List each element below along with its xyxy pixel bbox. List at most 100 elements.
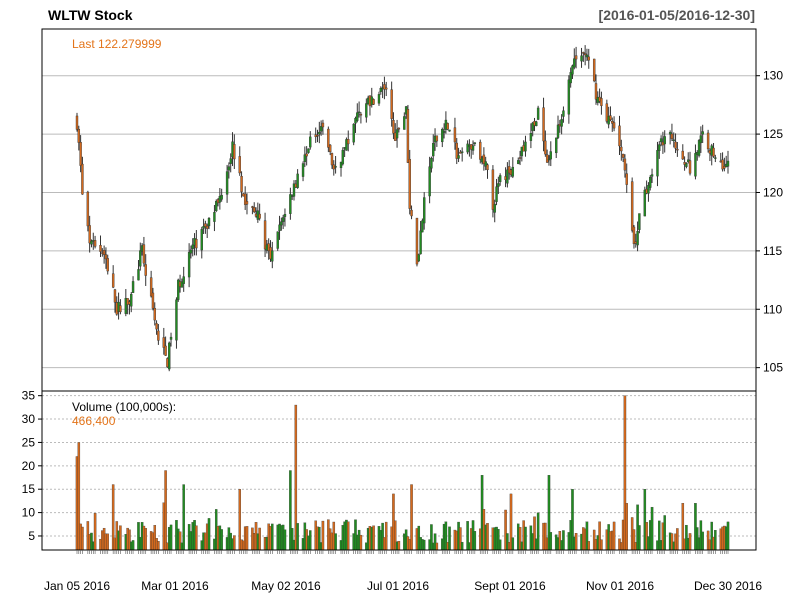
- candle-body: [319, 126, 323, 132]
- volume-bar: [93, 513, 97, 551]
- volume-bar: [271, 523, 274, 551]
- candle-body: [88, 225, 91, 244]
- candle-body: [649, 176, 652, 188]
- candle-body: [155, 323, 158, 330]
- candle-body: [352, 123, 355, 143]
- volume-gridlines: [42, 395, 756, 537]
- candle-body: [318, 131, 321, 135]
- candle-body: [620, 146, 623, 152]
- candle-body: [419, 230, 422, 255]
- volume-bar: [663, 515, 666, 551]
- candle-body: [638, 213, 641, 230]
- candle-body: [594, 83, 598, 100]
- candle-body: [187, 251, 191, 278]
- volume-bar: [612, 521, 616, 551]
- candle-body: [263, 220, 267, 250]
- candle-body: [86, 191, 90, 227]
- candle-body: [289, 194, 292, 214]
- candle-body: [430, 158, 433, 169]
- candle-body: [303, 154, 307, 162]
- volume-tick-label: 35: [22, 389, 36, 403]
- volume-bar: [245, 526, 249, 551]
- volume-y-axis: 5 10 15 20 25 30 35: [22, 389, 42, 543]
- volume-panel-frame: [41, 390, 757, 551]
- candle-body: [77, 128, 81, 143]
- candle-body: [330, 153, 334, 166]
- candle-body: [567, 79, 571, 115]
- chart-title: WLTW Stock: [48, 7, 133, 23]
- candle-body: [556, 124, 560, 138]
- candle-body: [536, 107, 540, 120]
- volume-bar: [448, 526, 451, 551]
- candle-body: [296, 173, 299, 188]
- x-tick-label: Sept 01 2016: [474, 579, 546, 593]
- last-price-value: 122.279999: [98, 37, 162, 51]
- price-tick-label: 130: [763, 69, 783, 83]
- candle-body: [482, 154, 486, 164]
- volume-bar: [562, 530, 565, 551]
- volume-bar: [549, 532, 553, 551]
- volume-bar: [334, 533, 337, 551]
- candle-body: [341, 149, 345, 165]
- volume-bar: [625, 503, 628, 551]
- candle-body: [276, 231, 279, 249]
- candle-body: [169, 336, 173, 340]
- x-tick-label: Jul 01 2016: [367, 579, 429, 593]
- candle-body: [202, 226, 205, 229]
- candle-body: [571, 65, 574, 75]
- volume-bar: [486, 523, 489, 551]
- candle-body: [204, 223, 207, 227]
- candle-body: [379, 87, 382, 92]
- candle-body: [607, 116, 610, 125]
- candle-body: [524, 141, 527, 152]
- candle-body: [457, 155, 460, 159]
- candle-body: [253, 207, 256, 213]
- candle-body: [301, 163, 305, 177]
- candle-body: [712, 147, 715, 157]
- candle-body: [258, 213, 261, 219]
- candle-body: [126, 298, 129, 305]
- price-y-axis: 105 110 115 120 125 130: [756, 69, 783, 375]
- candle-body: [632, 226, 636, 245]
- volume-bar: [524, 526, 527, 551]
- candle-body: [168, 342, 171, 370]
- candle-body: [397, 127, 401, 130]
- candle-body: [517, 160, 520, 164]
- volume-bar: [81, 526, 84, 551]
- price-tick-label: 105: [763, 361, 783, 375]
- candle-body: [531, 122, 534, 131]
- candle-body: [600, 98, 603, 106]
- candle-body: [493, 203, 496, 213]
- candle-body: [182, 276, 185, 284]
- candle-body: [460, 151, 464, 153]
- candle-body: [518, 157, 522, 159]
- candle-body: [428, 166, 431, 197]
- volume-bar: [676, 528, 679, 551]
- price-tick-label: 110: [763, 302, 782, 316]
- volume-bar: [422, 539, 426, 551]
- volume-bar: [574, 533, 578, 551]
- volume-bar: [359, 534, 363, 551]
- candle-body: [643, 189, 647, 217]
- candle-body: [723, 166, 726, 169]
- candle-body: [240, 176, 243, 192]
- volume-tick-label: 10: [22, 506, 36, 520]
- candle-body: [334, 166, 337, 168]
- candle-body: [621, 153, 625, 158]
- candle-body: [307, 148, 310, 153]
- volume-bar: [144, 528, 147, 551]
- candle-body: [674, 141, 677, 149]
- candle-body: [699, 135, 703, 144]
- candle-body: [670, 133, 674, 139]
- candle-body: [385, 87, 388, 90]
- volume-bar: [131, 540, 135, 551]
- volume-tick-label: 30: [22, 412, 36, 426]
- candle-body: [650, 174, 654, 177]
- volume-bar: [207, 518, 211, 551]
- candle-body: [377, 94, 381, 104]
- candle-body: [104, 254, 108, 260]
- candle-body: [694, 153, 697, 177]
- candle-body: [658, 144, 661, 152]
- candle-body: [390, 89, 393, 119]
- candle-body: [392, 120, 395, 134]
